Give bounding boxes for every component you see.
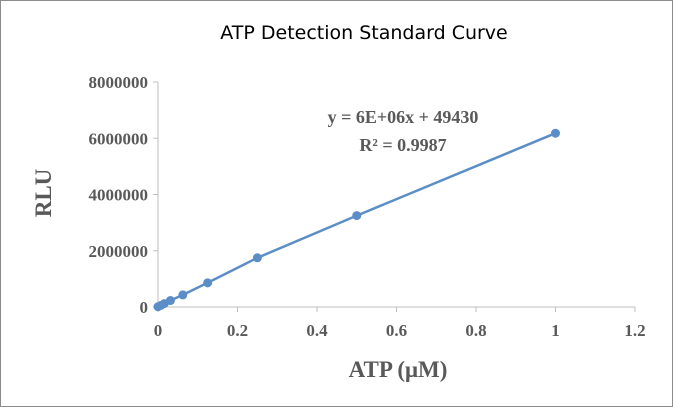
x-axis-label: ATP (μM) [349,357,448,382]
y-tick-label: 6000000 [89,129,149,148]
r-squared-label: R² = 0.9987 [359,135,446,155]
x-tick-label: 0 [154,321,163,340]
x-tick-label: 0.6 [386,321,407,340]
y-tick-label: 4000000 [89,186,149,205]
data-point [165,296,175,306]
data-point [178,290,188,300]
data-point [252,253,262,263]
chart-title: ATP Detection Standard Curve [220,22,508,44]
x-axis-ticks: 0 0.2 0.4 0.6 0.8 1 1.2 [154,307,646,340]
data-point [352,211,362,221]
y-tick-label: 2000000 [89,242,149,261]
trendline-equation: y = 6E+06x + 49430 [328,107,479,127]
y-tick-label: 8000000 [89,73,149,92]
x-tick-label: 0.2 [227,321,248,340]
data-point [203,278,213,288]
x-tick-label: 0.4 [306,321,328,340]
y-tick-label: 0 [140,298,149,317]
data-point [551,128,560,138]
x-tick-label: 1.2 [624,321,645,340]
y-axis-ticks: 0 2000000 4000000 6000000 8000000 [89,73,158,317]
x-tick-label: 0.8 [465,321,486,340]
series-layer [153,128,560,312]
y-axis-label: RLU [31,168,56,217]
x-tick-label: 1 [551,321,560,340]
